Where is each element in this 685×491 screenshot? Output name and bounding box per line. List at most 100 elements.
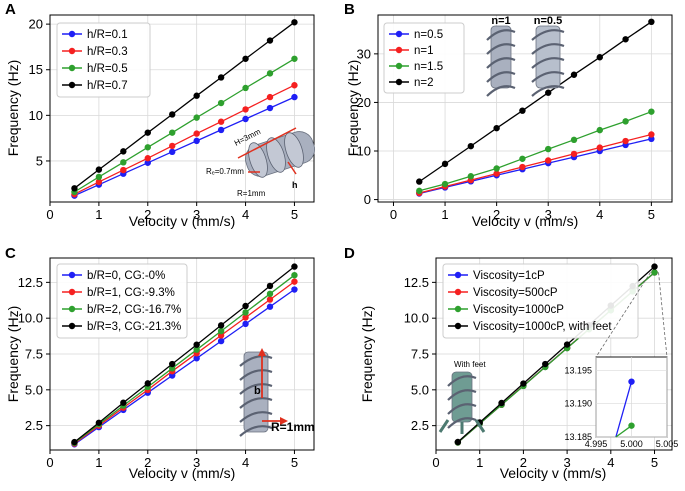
legend: n=0.5 n=1 n=1.5 n=2 xyxy=(383,22,465,94)
inset-label: With feet xyxy=(454,360,486,369)
legend-swatch-marker xyxy=(454,322,462,330)
data-point xyxy=(498,399,505,407)
series-line-2 xyxy=(74,281,295,445)
legend-swatch-marker xyxy=(454,271,462,279)
x-tick-label: 4 xyxy=(242,207,249,222)
data-point xyxy=(570,136,578,144)
x-axis-label: Velocity v (mm/s) xyxy=(129,465,236,481)
legend-box xyxy=(56,22,151,98)
legend-entry: b/R=3, CG:-21.3% xyxy=(87,321,181,333)
zoom-data-point xyxy=(628,378,635,385)
zoom-connector xyxy=(595,272,651,358)
inset-label: R=1mm xyxy=(271,420,315,434)
x-tick-label: 4 xyxy=(242,455,249,470)
inset-label: b xyxy=(254,385,261,397)
series-line-4 xyxy=(418,21,652,183)
x-tick-label: 5 xyxy=(291,207,298,222)
y-axis-label: Frequency (Hz) xyxy=(5,306,21,402)
legend: b/R=0, CG:-0% b/R=1, CG:-9.3% b/R=2, CG:-1… xyxy=(56,263,188,339)
helix-thread xyxy=(486,85,516,97)
data-point xyxy=(622,118,629,125)
helix-thread xyxy=(531,29,565,41)
data-point xyxy=(542,360,549,368)
data-point xyxy=(651,269,658,276)
helix-thread xyxy=(239,383,273,395)
legend-swatch-marker xyxy=(395,62,403,70)
data-point xyxy=(596,126,603,134)
legend-swatch-marker xyxy=(68,271,76,279)
data-point xyxy=(217,327,225,335)
helix-thread xyxy=(239,397,273,409)
series-line-4 xyxy=(73,266,295,443)
helix-thread xyxy=(248,142,268,178)
data-point xyxy=(242,55,249,62)
y-tick-label: 10 xyxy=(29,108,43,123)
zoom-series-line xyxy=(615,425,632,438)
helix-thread xyxy=(486,43,516,55)
helix-thread xyxy=(239,355,273,367)
data-point xyxy=(95,419,103,426)
inset-helix-render: b R=1mm xyxy=(239,348,315,437)
x-tick-label: 4 xyxy=(607,455,614,470)
data-point xyxy=(266,104,274,112)
helix-thread xyxy=(531,43,565,55)
x-tick-label: 0 xyxy=(432,455,439,470)
data-point xyxy=(71,185,78,192)
data-point xyxy=(493,124,500,132)
data-point xyxy=(520,380,527,387)
y-tick-label: 0 xyxy=(364,192,371,207)
helix-thread xyxy=(284,132,304,168)
y-tick-label: 5.0 xyxy=(411,382,429,397)
helix-thread xyxy=(447,403,477,415)
series-line-3 xyxy=(74,274,295,444)
y-tick-label: 10.0 xyxy=(18,311,43,326)
helix-thread xyxy=(447,389,477,401)
dimension-arrow xyxy=(287,161,297,175)
data-point xyxy=(242,302,249,310)
helix-thread xyxy=(531,71,565,83)
data-point xyxy=(193,137,200,145)
plot-frame xyxy=(377,14,673,203)
data-point xyxy=(545,89,552,96)
x-axis-label: Velocity v (mm/s) xyxy=(500,465,607,481)
y-axis-label: Frequency (Hz) xyxy=(359,306,375,402)
series-line-4 xyxy=(74,21,295,189)
data-point xyxy=(169,360,176,368)
inset-label: R=1mm xyxy=(237,189,266,198)
legend-entry: n=2 xyxy=(414,77,434,89)
data-point xyxy=(144,155,151,162)
y-tick-label: 5.0 xyxy=(25,382,43,397)
data-point xyxy=(144,144,151,151)
y-tick-label: 30 xyxy=(357,46,371,61)
data-point xyxy=(193,346,200,353)
data-point xyxy=(291,55,298,62)
legend-entry: b/R=0, CG:-0% xyxy=(87,270,165,282)
data-point xyxy=(648,108,655,115)
data-point xyxy=(291,271,298,279)
data-point xyxy=(651,263,658,270)
data-point xyxy=(95,173,103,181)
legend-entry: Viscosity=500cP xyxy=(473,287,558,299)
legend-swatch-marker xyxy=(68,30,76,38)
series-line-2 xyxy=(74,84,295,195)
legend-entry: Viscosity=1cP xyxy=(473,270,545,282)
legend-swatch-marker xyxy=(68,47,76,55)
data-point xyxy=(217,99,225,107)
legend-entry: Viscosity=1000cP, with feet xyxy=(473,321,612,333)
x-tick-label: 2 xyxy=(144,207,151,222)
zoom-y-tick-label: 13.195 xyxy=(564,365,592,375)
y-tick-label: 7.5 xyxy=(411,347,429,362)
x-axis-label: Velocity v (mm/s) xyxy=(129,213,236,229)
data-point xyxy=(217,126,225,134)
y-tick-label: 2.5 xyxy=(25,418,43,433)
data-point xyxy=(120,166,127,174)
zoom-y-tick-label: 13.185 xyxy=(564,432,592,442)
series-line-1 xyxy=(419,138,652,195)
helix-thread xyxy=(239,369,273,381)
y-axis-label: Frequency (Hz) xyxy=(5,60,21,156)
data-point xyxy=(217,118,225,125)
chart-panel-d: 0 1 2 3 4 5 2.5 5.0 7.5 10.0 12.5 D Velocity v (mm/s… xyxy=(344,245,678,481)
data-point xyxy=(416,187,423,195)
data-point xyxy=(467,173,475,180)
data-point xyxy=(467,142,475,150)
